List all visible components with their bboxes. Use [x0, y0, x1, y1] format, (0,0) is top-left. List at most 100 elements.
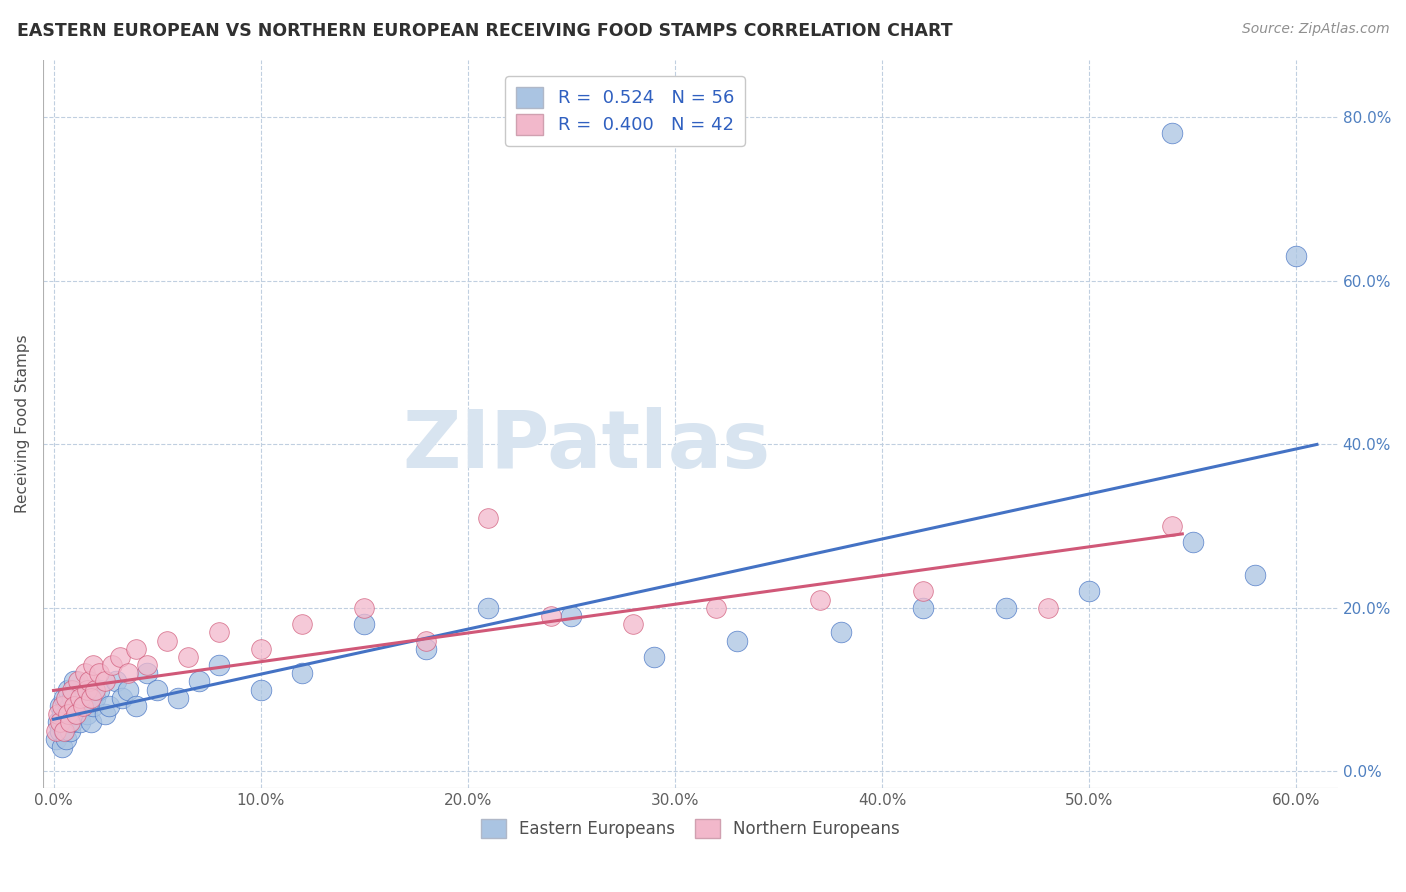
Point — [912, 600, 935, 615]
Point — [82, 658, 104, 673]
Point — [1161, 126, 1184, 140]
Point — [208, 658, 231, 673]
Text: Source: ZipAtlas.com: Source: ZipAtlas.com — [1241, 22, 1389, 37]
Point — [52, 690, 75, 705]
Point — [52, 723, 75, 738]
Point — [187, 674, 209, 689]
Point — [59, 723, 82, 738]
Point — [808, 592, 831, 607]
Point — [49, 715, 72, 730]
Point — [56, 715, 79, 730]
Point — [623, 617, 645, 632]
Point — [704, 600, 727, 615]
Point — [208, 625, 231, 640]
Point — [415, 633, 437, 648]
Point — [46, 715, 69, 730]
Point — [98, 698, 121, 713]
Point — [117, 666, 139, 681]
Point — [49, 723, 72, 738]
Point — [52, 723, 75, 738]
Point — [76, 682, 98, 697]
Point — [415, 641, 437, 656]
Point — [51, 707, 73, 722]
Point — [65, 707, 87, 722]
Point — [63, 698, 86, 713]
Point — [117, 682, 139, 697]
Point — [477, 511, 499, 525]
Point — [84, 690, 107, 705]
Point — [477, 600, 499, 615]
Point — [1243, 568, 1265, 582]
Point — [67, 707, 90, 722]
Point — [56, 682, 79, 697]
Point — [643, 649, 665, 664]
Point — [725, 633, 748, 648]
Point — [108, 649, 131, 664]
Point — [82, 698, 104, 713]
Point — [249, 682, 271, 697]
Point — [67, 674, 90, 689]
Point — [59, 698, 82, 713]
Y-axis label: Receiving Food Stamps: Receiving Food Stamps — [15, 334, 30, 513]
Point — [80, 690, 103, 705]
Point — [135, 666, 157, 681]
Point — [166, 690, 188, 705]
Point — [125, 698, 148, 713]
Point — [291, 666, 314, 681]
Point — [111, 690, 134, 705]
Point — [135, 658, 157, 673]
Point — [100, 658, 122, 673]
Point — [73, 698, 96, 713]
Point — [72, 698, 94, 713]
Point — [69, 690, 91, 705]
Point — [55, 690, 77, 705]
Point — [125, 641, 148, 656]
Point — [59, 715, 82, 730]
Point — [77, 682, 100, 697]
Point — [63, 674, 86, 689]
Point — [1285, 249, 1308, 263]
Point — [353, 600, 375, 615]
Point — [51, 698, 73, 713]
Point — [73, 666, 96, 681]
Point — [45, 723, 67, 738]
Point — [995, 600, 1018, 615]
Point — [560, 609, 582, 624]
Point — [60, 690, 83, 705]
Point — [72, 690, 94, 705]
Point — [49, 698, 72, 713]
Point — [69, 715, 91, 730]
Point — [80, 715, 103, 730]
Point — [94, 707, 117, 722]
Point — [51, 739, 73, 754]
Point — [94, 674, 117, 689]
Point — [65, 698, 87, 713]
Point — [830, 625, 852, 640]
Point — [56, 707, 79, 722]
Point — [55, 707, 77, 722]
Point — [353, 617, 375, 632]
Point — [1036, 600, 1059, 615]
Point — [45, 731, 67, 746]
Point — [1181, 535, 1204, 549]
Point — [540, 609, 562, 624]
Point — [84, 682, 107, 697]
Point — [146, 682, 169, 697]
Text: EASTERN EUROPEAN VS NORTHERN EUROPEAN RECEIVING FOOD STAMPS CORRELATION CHART: EASTERN EUROPEAN VS NORTHERN EUROPEAN RE… — [17, 22, 952, 40]
Point — [46, 707, 69, 722]
Point — [77, 674, 100, 689]
Point — [63, 707, 86, 722]
Point — [76, 707, 98, 722]
Point — [55, 731, 77, 746]
Point — [1078, 584, 1101, 599]
Point — [87, 682, 110, 697]
Point — [156, 633, 179, 648]
Point — [60, 715, 83, 730]
Point — [912, 584, 935, 599]
Point — [177, 649, 200, 664]
Legend: Eastern Europeans, Northern Europeans: Eastern Europeans, Northern Europeans — [474, 813, 907, 845]
Text: ZIPatlas: ZIPatlas — [402, 407, 770, 484]
Point — [104, 674, 127, 689]
Point — [1161, 519, 1184, 533]
Point — [87, 666, 110, 681]
